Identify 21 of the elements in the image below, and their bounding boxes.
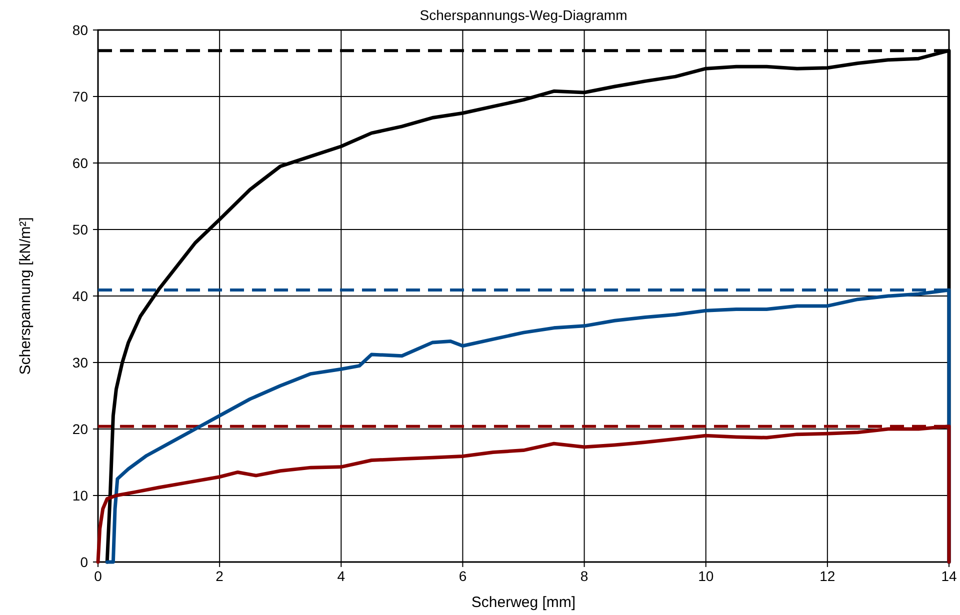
y-tick-label: 40 — [72, 288, 88, 304]
chart-title: Scherspannungs-Weg-Diagramm — [420, 7, 628, 23]
y-tick-label: 10 — [72, 488, 88, 504]
y-tick-label: 60 — [72, 155, 88, 171]
x-tick-label: 4 — [337, 568, 346, 584]
x-tick-label: 0 — [94, 568, 102, 584]
x-tick-label: 12 — [820, 568, 836, 584]
x-tick-label: 14 — [941, 568, 957, 584]
y-axis-title: Scherspannung [kN/m²] — [17, 217, 34, 375]
y-tick-label: 20 — [72, 421, 88, 437]
y-tick-label: 50 — [72, 222, 88, 238]
x-tick-label: 2 — [216, 568, 224, 584]
x-tick-label: 8 — [580, 568, 588, 584]
x-axis-title: Scherweg [mm] — [471, 594, 576, 611]
y-tick-label: 70 — [72, 88, 88, 104]
line-series — [96, 424, 951, 564]
x-tick-label: 6 — [458, 568, 467, 584]
y-tick-label: 30 — [72, 354, 88, 370]
y-tick-label: 80 — [72, 22, 88, 38]
y-tick-label: 0 — [80, 554, 88, 570]
x-tick-label: 10 — [698, 568, 714, 584]
